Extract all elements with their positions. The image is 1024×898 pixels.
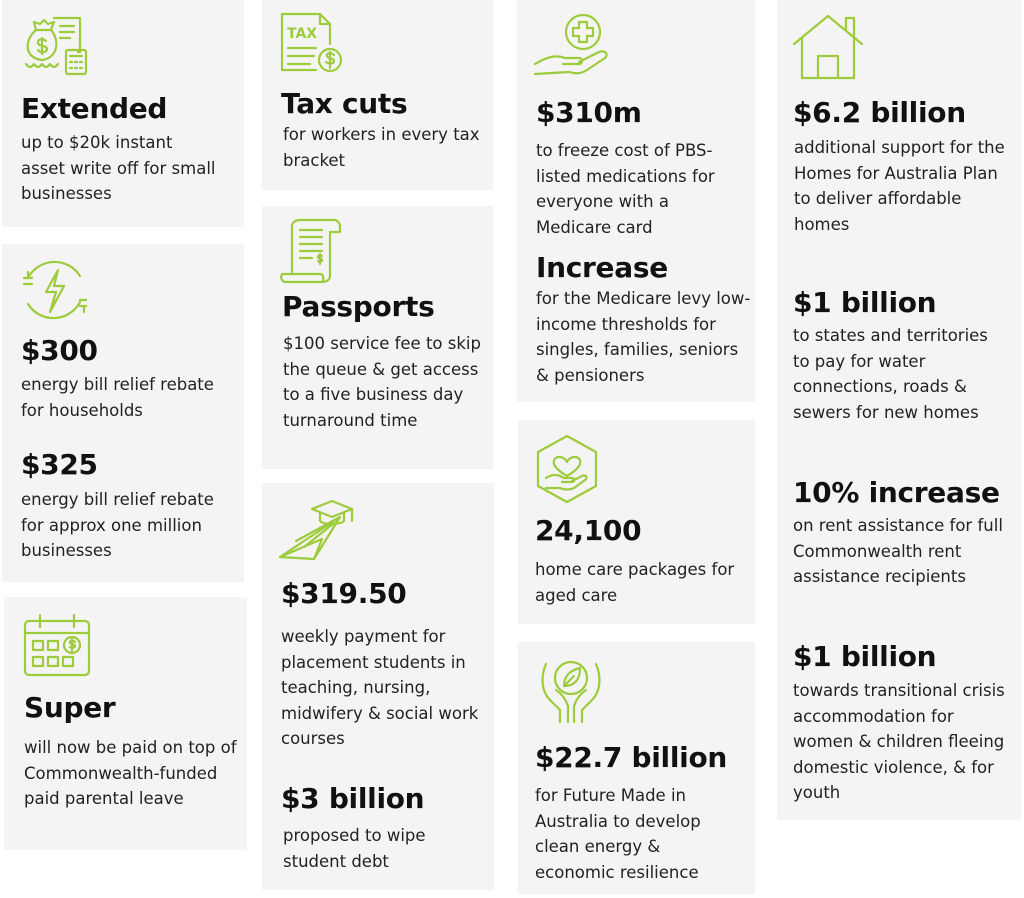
card-text: to freeze cost of PBS-listed medications…: [536, 141, 715, 237]
card-heading: Super: [24, 691, 116, 724]
card-text: for workers in every tax bracket: [283, 125, 480, 170]
card-heading: $3 billion: [281, 782, 425, 815]
card-medicare: $310m to freeze cost of PBS-listed medic…: [517, 0, 755, 402]
card-heading: 24,100: [535, 514, 642, 547]
card-instant-asset-write-off: Extended up to $20k instant asset write …: [2, 0, 244, 227]
card-text: home care packages for aged care: [535, 560, 735, 605]
card-heading: $1 billion: [793, 640, 937, 673]
card-text: energy bill relief rebate for households: [21, 375, 214, 420]
hand-medical-cross-icon: [533, 12, 613, 78]
tax-icon-label: TAX: [287, 26, 317, 42]
card-text: weekly payment for placement students in…: [281, 627, 479, 748]
card-heading: $6.2 billion: [793, 96, 966, 129]
card-text: for the Medicare levy low-income thresho…: [536, 289, 751, 385]
card-housing: $6.2 billion additional support for the …: [777, 0, 1021, 820]
card-heading: $1 billion: [793, 286, 937, 319]
receipt-scroll-icon: [278, 218, 342, 284]
card-text: energy bill relief rebate for approx one…: [21, 490, 214, 560]
card-heading: Tax cuts: [281, 87, 408, 120]
card-text: for Future Made in Australia to develop …: [535, 786, 701, 882]
card-text: to states and territories to pay for wat…: [793, 326, 988, 422]
card-passports: Passports $100 service fee to skip the q…: [262, 206, 493, 469]
card-heading: $310m: [536, 96, 642, 129]
card-text: up to $20k instant asset write off for s…: [21, 133, 216, 203]
card-heading: Extended: [21, 92, 168, 125]
card-text: proposed to wipe student debt: [283, 826, 426, 871]
card-heading: Passports: [282, 290, 435, 323]
card-heading: $300: [21, 334, 98, 367]
energy-plug-icon: [20, 256, 88, 324]
card-heading: 10% increase: [793, 476, 1000, 509]
paper-plane-graduation-icon: [278, 499, 358, 561]
card-text: $100 service fee to skip the queue & get…: [283, 334, 481, 430]
hexagon-hand-heart-icon: [534, 434, 600, 504]
card-super: Super will now be paid on top of Commonw…: [4, 597, 247, 850]
card-heading: $325: [21, 448, 98, 481]
card-future-made-in-australia: $22.7 billion for Future Made in Austral…: [518, 642, 755, 894]
card-energy-relief: $300 energy bill relief rebate for house…: [2, 244, 244, 582]
calendar-dollar-icon: [22, 611, 92, 679]
card-text: on rent assistance for full Commonwealth…: [793, 516, 1003, 586]
money-bag-calculator-icon: [20, 12, 92, 76]
card-text: additional support for the Homes for Aus…: [794, 138, 1005, 234]
card-text: will now be paid on top of Commonwealth-…: [24, 738, 237, 808]
card-heading: Increase: [536, 251, 668, 284]
card-students: $319.50 weekly payment for placement stu…: [262, 483, 494, 890]
card-heading: $22.7 billion: [535, 741, 728, 774]
tax-document-icon: TAX: [278, 10, 344, 76]
house-icon: [792, 12, 864, 80]
card-heading: $319.50: [281, 577, 407, 610]
card-tax-cuts: TAX Tax cuts for workers in every tax br…: [262, 0, 493, 190]
hands-leaf-globe-icon: [534, 654, 608, 726]
card-aged-care: 24,100 home care packages for aged care: [518, 420, 755, 624]
card-text: towards transitional crisis accommodatio…: [793, 681, 1005, 802]
